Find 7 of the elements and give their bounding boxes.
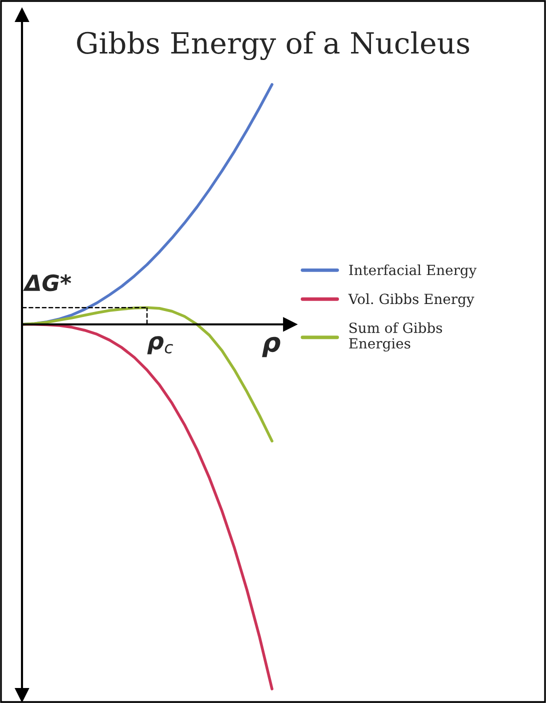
ref-line-label: ΔG* — [23, 274, 72, 292]
x-axis-title: ρ — [262, 336, 280, 358]
legend-label: Vol. Gibbs Energy — [348, 293, 474, 308]
chart-title: Gibbs Energy of a Nucleus — [77, 31, 470, 60]
legend-label: Sum of Gibbs Energies — [349, 322, 442, 352]
legend-label: Interfacial Energy — [349, 264, 477, 278]
annotation: ρ$_{c}$ — [147, 336, 173, 354]
